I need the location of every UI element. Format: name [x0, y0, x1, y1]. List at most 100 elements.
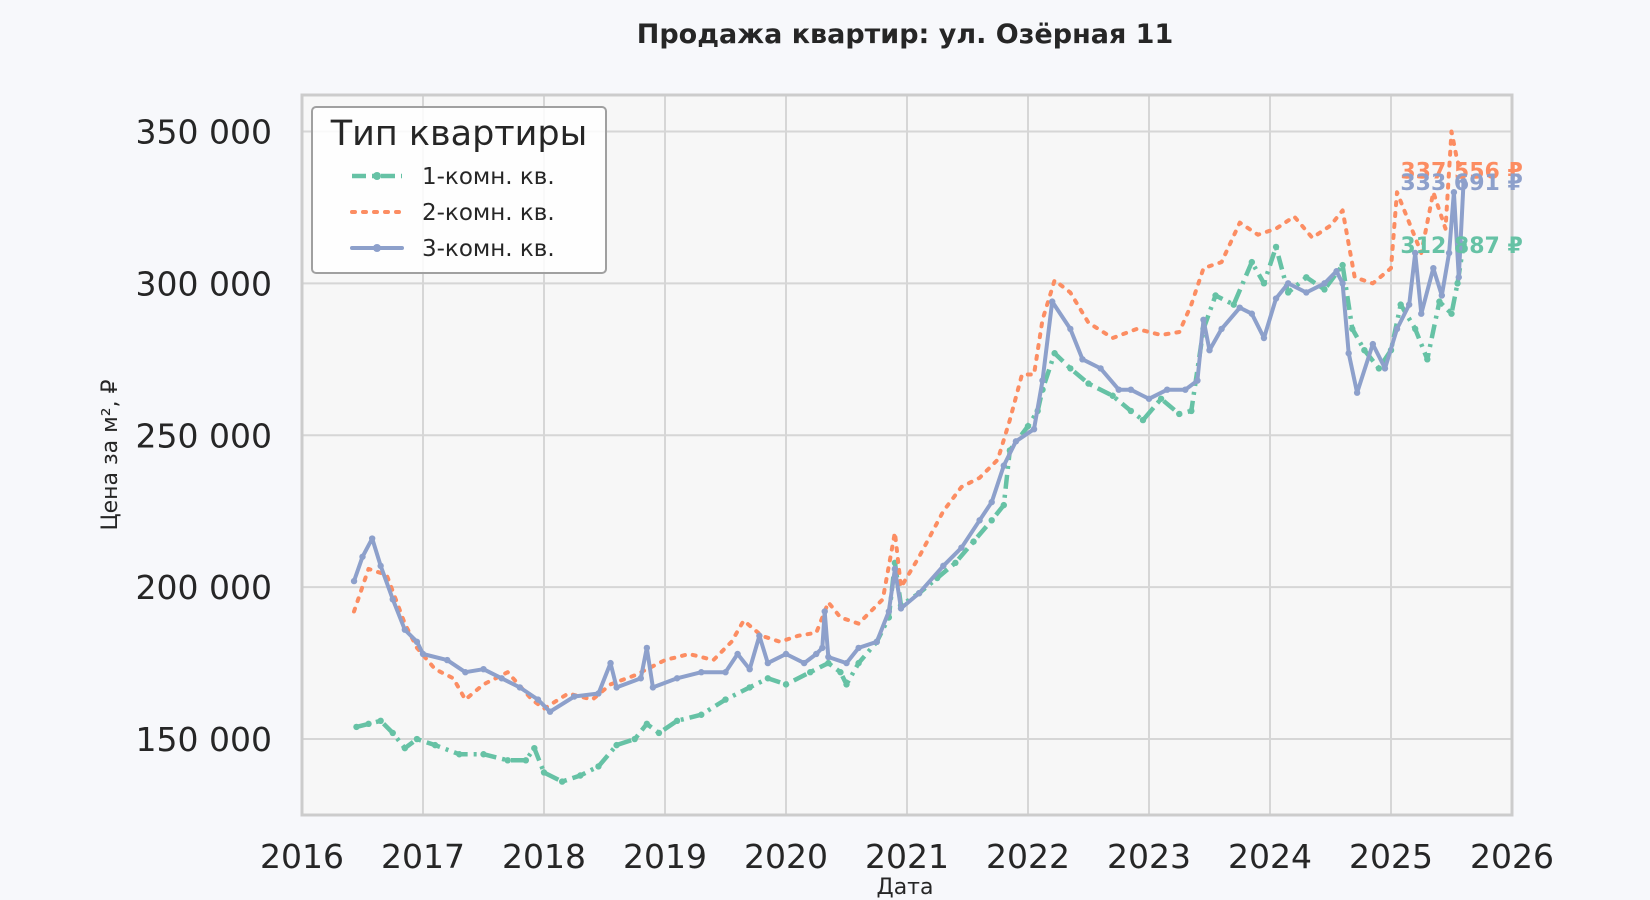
series-3 [350, 177, 1467, 715]
series-1-point-24 [764, 675, 772, 682]
series-1-point-2 [377, 717, 384, 725]
series-1-point-69 [1412, 325, 1419, 333]
series-line-1 [355, 243, 1466, 784]
series-1-point-38 [970, 538, 977, 545]
x-tick-label-2017: 2017 [381, 837, 465, 876]
x-tick-label-2022: 2022 [986, 837, 1070, 876]
x-tick-label-2018: 2018 [502, 837, 586, 876]
series-3-point-59 [1194, 377, 1201, 384]
series-3-point-29 [782, 650, 790, 658]
end-label-series-1: 312 887 ₽ [1400, 234, 1522, 259]
series-3-point-28 [764, 659, 772, 667]
series-1-point-3 [389, 729, 396, 737]
x-axis-label: Дата [877, 875, 934, 900]
series-1-point-21 [698, 711, 705, 718]
legend: Тип квартиры 1-комн. кв. 2-комн. кв. 3-ком… [311, 106, 607, 274]
series-3-point-6 [413, 638, 421, 646]
series-3-point-43 [958, 544, 965, 551]
axis-ticks: 2016 2017 2018 2019 2020 2021 2022 2023 2024 2025… [136, 112, 1554, 876]
series-3-point-63 [1236, 304, 1243, 311]
series-1-point-16 [613, 741, 620, 749]
legend-label-1: 1-комн. кв. [422, 164, 555, 190]
series-3-point-39 [891, 565, 899, 573]
series-3-point-49 [1039, 377, 1046, 384]
x-tick-label-2024: 2024 [1228, 837, 1312, 876]
series-1-point-72 [1448, 310, 1455, 317]
series-3-point-80 [1430, 264, 1437, 272]
series-1-point-62 [1321, 286, 1328, 293]
series-3-point-83 [1450, 189, 1458, 196]
series-3-point-19 [637, 675, 644, 682]
plot-border [300, 93, 1514, 817]
series-1-point-61 [1303, 274, 1310, 281]
series-1-point-68 [1397, 301, 1404, 308]
series-3-point-14 [546, 708, 554, 715]
y-tick-label-300000: 300 000 [136, 264, 272, 303]
legend-box [311, 106, 607, 274]
series-3-point-5 [401, 626, 409, 633]
legend-item-1: 1-комн. кв. [352, 164, 555, 190]
series-1-point-46 [1067, 365, 1074, 372]
x-tick-label-2020: 2020 [744, 837, 828, 876]
series-3-point-8 [444, 656, 451, 664]
series-3-point-58 [1182, 386, 1189, 393]
chart-title: Продажа квартир: ул. Озёрная 11 [637, 19, 1174, 50]
series-3-point-69 [1321, 280, 1328, 287]
series-1-point-42 [1024, 422, 1032, 430]
series-1-point-65 [1361, 346, 1368, 354]
series-1-point-47 [1085, 380, 1092, 387]
series-3-point-38 [885, 608, 893, 615]
series-1-point-57 [1248, 258, 1256, 266]
legend-item-2: 2-комн. кв. [350, 200, 555, 226]
series-3-point-47 [1012, 438, 1020, 445]
series-3-point-0 [350, 577, 358, 585]
series-1-point-0 [353, 723, 360, 731]
series-3-point-33 [821, 608, 828, 615]
series-3-point-15 [571, 693, 578, 700]
series-3-point-24 [722, 669, 729, 676]
series-3-point-37 [873, 638, 880, 646]
legend-title: Тип квартиры [330, 114, 588, 154]
series-1-point-55 [1212, 292, 1219, 299]
legend-marker-1 [373, 172, 381, 180]
series-1-point-7 [456, 751, 463, 758]
series-1-point-20 [673, 717, 681, 725]
series-1-point-45 [1051, 350, 1058, 357]
series-1-point-11 [531, 744, 538, 752]
series-1-point-63 [1339, 261, 1346, 269]
series-3-point-64 [1248, 310, 1256, 317]
series-1-point-13 [558, 778, 566, 785]
series-3-point-20 [643, 644, 651, 652]
series-3-point-62 [1218, 325, 1225, 333]
series-3-point-48 [1030, 425, 1038, 433]
y-tick-label-350000: 350 000 [136, 112, 272, 151]
series-3-point-76 [1393, 325, 1401, 333]
y-tick-label-250000: 250 000 [136, 416, 272, 455]
series-3-point-1 [359, 553, 366, 560]
series-line-2 [352, 129, 1466, 711]
series-3-point-74 [1369, 340, 1377, 348]
series-1-point-30 [855, 659, 862, 667]
series-1-point-70 [1424, 356, 1431, 363]
series-3-point-36 [855, 644, 862, 652]
series-1-point-60 [1284, 289, 1292, 296]
series-1-point-12 [540, 769, 548, 776]
series-3-point-4 [389, 596, 396, 603]
x-tick-label-2023: 2023 [1107, 837, 1191, 876]
series-3-point-78 [1412, 249, 1419, 257]
series-3-point-77 [1405, 301, 1413, 308]
series-1-point-49 [1127, 407, 1135, 415]
series-1-point-73 [1454, 280, 1461, 287]
series-3-point-2 [368, 535, 376, 542]
series-1-point-52 [1176, 410, 1183, 418]
series-3-point-61 [1206, 346, 1213, 354]
series-1-point-18 [643, 720, 651, 728]
series-1-point-1 [365, 720, 372, 728]
series-3-point-26 [746, 665, 753, 673]
series-3-point-34 [825, 653, 832, 661]
series-1-point-50 [1139, 416, 1147, 424]
series-3-point-57 [1163, 386, 1171, 393]
series-3-point-66 [1272, 295, 1280, 302]
